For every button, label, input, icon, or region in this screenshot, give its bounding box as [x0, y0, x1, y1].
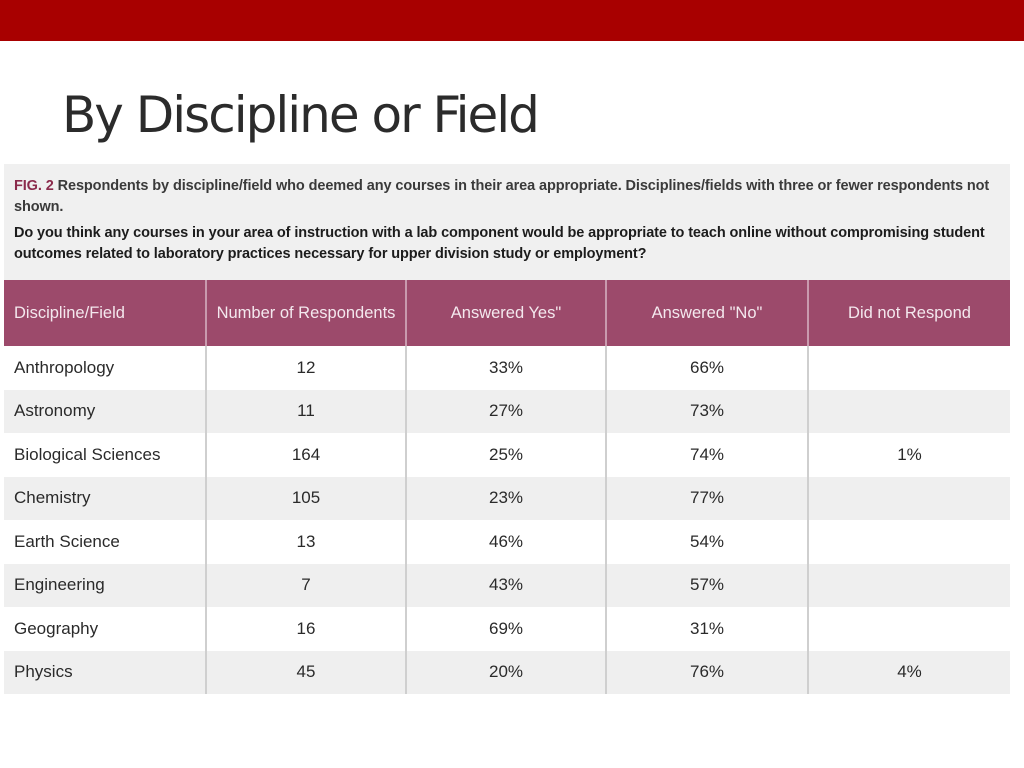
survey-question: Do you think any courses in your area of…	[14, 225, 985, 262]
no-cell: 76%	[606, 650, 809, 694]
no-cell: 54%	[606, 520, 809, 564]
table-header-row: Discipline/Field Number of Respondents A…	[4, 280, 1010, 346]
no-cell: 66%	[606, 346, 809, 390]
respondents-cell: 16	[206, 607, 407, 651]
respondents-cell: 13	[206, 520, 407, 564]
discipline-cell: Earth Science	[4, 520, 207, 564]
yes-cell: 69%	[406, 607, 607, 651]
yes-cell: 23%	[406, 476, 607, 520]
respondents-cell: 12	[206, 346, 407, 390]
respondents-cell: 45	[206, 650, 407, 694]
column-header-no: Answered "No"	[606, 280, 809, 346]
slide-title: By Discipline or Field	[62, 86, 540, 144]
column-header-yes: Answered Yes"	[406, 280, 607, 346]
discipline-cell: Engineering	[4, 563, 207, 607]
no-cell: 77%	[606, 476, 809, 520]
table-row: Astronomy 11 27% 73%	[4, 389, 1010, 433]
no-response-cell	[808, 520, 1010, 564]
discipline-table: Discipline/Field Number of Respondents A…	[4, 280, 1010, 694]
no-response-cell	[808, 389, 1010, 433]
yes-cell: 25%	[406, 433, 607, 477]
column-header-no-response: Did not Respond	[808, 280, 1010, 346]
yes-cell: 33%	[406, 346, 607, 390]
no-response-cell	[808, 346, 1010, 390]
respondents-cell: 164	[206, 433, 407, 477]
no-cell: 31%	[606, 607, 809, 651]
table-row: Biological Sciences 164 25% 74% 1%	[4, 433, 1010, 477]
no-response-cell	[808, 476, 1010, 520]
no-cell: 73%	[606, 389, 809, 433]
column-header-discipline: Discipline/Field	[4, 280, 207, 346]
respondents-cell: 7	[206, 563, 407, 607]
figure: FIG. 2 Respondents by discipline/field w…	[4, 164, 1010, 694]
table-row: Chemistry 105 23% 77%	[4, 476, 1010, 520]
yes-cell: 20%	[406, 650, 607, 694]
figure-caption: FIG. 2 Respondents by discipline/field w…	[4, 164, 1010, 280]
discipline-cell: Biological Sciences	[4, 433, 207, 477]
column-header-respondents: Number of Respondents	[206, 280, 407, 346]
no-cell: 57%	[606, 563, 809, 607]
discipline-cell: Physics	[4, 650, 207, 694]
table-row: Anthropology 12 33% 66%	[4, 346, 1010, 390]
no-response-cell	[808, 563, 1010, 607]
discipline-cell: Astronomy	[4, 389, 207, 433]
no-cell: 74%	[606, 433, 809, 477]
discipline-cell: Geography	[4, 607, 207, 651]
yes-cell: 43%	[406, 563, 607, 607]
respondents-cell: 105	[206, 476, 407, 520]
no-response-cell	[808, 607, 1010, 651]
figure-caption-text: Respondents by discipline/field who deem…	[14, 178, 990, 215]
top-accent-bar	[0, 0, 1024, 41]
no-response-cell: 4%	[808, 650, 1010, 694]
table-row: Engineering 7 43% 57%	[4, 563, 1010, 607]
discipline-cell: Chemistry	[4, 476, 207, 520]
respondents-cell: 11	[206, 389, 407, 433]
yes-cell: 46%	[406, 520, 607, 564]
no-response-cell: 1%	[808, 433, 1010, 477]
discipline-cell: Anthropology	[4, 346, 207, 390]
table-row: Physics 45 20% 76% 4%	[4, 650, 1010, 694]
yes-cell: 27%	[406, 389, 607, 433]
figure-label: FIG. 2	[14, 178, 54, 194]
table-row: Geography 16 69% 31%	[4, 607, 1010, 651]
table-row: Earth Science 13 46% 54%	[4, 520, 1010, 564]
